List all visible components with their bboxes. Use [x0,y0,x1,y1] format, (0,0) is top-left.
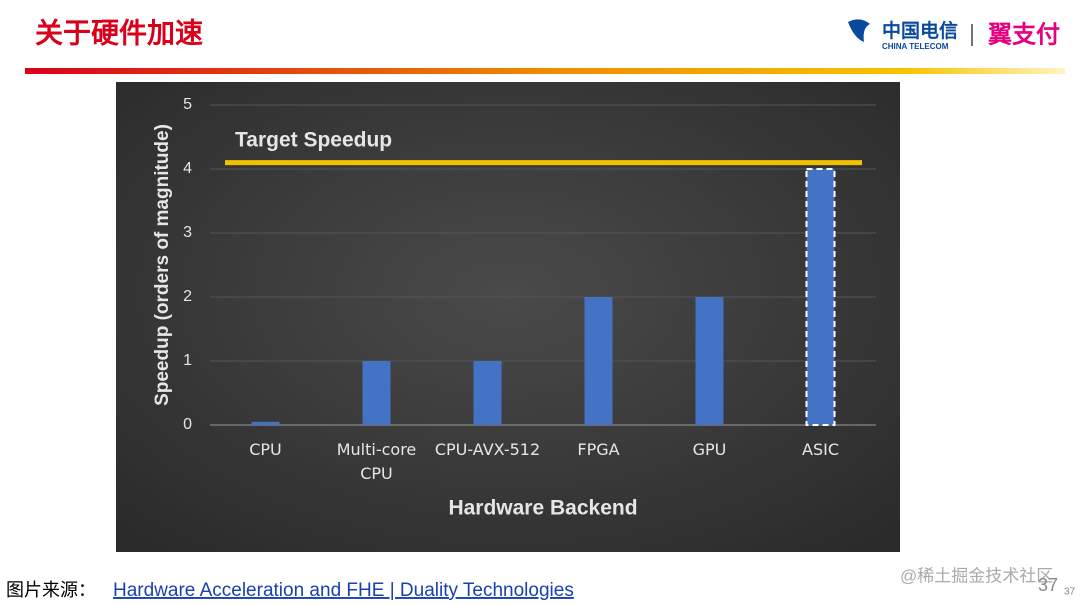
x-tick-label-box: CPU [249,440,282,459]
target-label: Target Speedup [235,129,392,152]
y-tick-label: 0 [183,416,192,433]
x-tick-label: Multi-core CPU [336,440,417,483]
y-tick-label: 5 [183,96,192,113]
bar [695,297,724,425]
header-bar [25,68,1065,74]
logo-pay: 翼支付 [988,21,1060,48]
source-label: 图片来源： [6,580,96,600]
x-tick-label: CPU-AVX-512 [434,440,541,459]
x-tick-label-box: CPU-AVX-512 [434,440,541,459]
y-tick-label: 2 [183,288,192,305]
y-tick-label: 3 [183,224,192,241]
page-number: 37 [1038,575,1058,595]
watermark: @稀土掘金技术社区 [900,566,1053,585]
bar [251,421,280,425]
bar [473,361,502,425]
x-tick-label: ASIC [802,440,839,459]
y-axis-label: Speedup (orders of magnitude) [152,124,173,406]
x-axis-label: Hardware Backend [448,497,637,520]
x-tick-label-box: FPGA [577,440,620,459]
logo-cn: 中国电信 [882,19,958,42]
bar [805,168,836,426]
x-tick-label-box: Multi-core CPU [336,440,417,483]
bar [362,361,391,425]
y-tick-label: 1 [183,352,192,369]
source-link[interactable]: Hardware Acceleration and FHE | Duality … [113,580,574,601]
x-tick-label-box: ASIC [802,440,839,459]
slide-title: 关于硬件加速 [35,17,203,48]
y-tick-label: 4 [183,160,192,177]
logo-en: CHINA TELECOM [882,42,949,51]
x-tick-label: CPU [249,440,282,459]
x-tick-label: FPGA [577,440,620,459]
logo-icon [848,19,870,42]
x-tick-label: GPU [692,440,727,459]
x-tick-label-box: GPU [692,440,727,459]
page-number-small: 37 [1064,587,1076,598]
bar [584,297,613,425]
